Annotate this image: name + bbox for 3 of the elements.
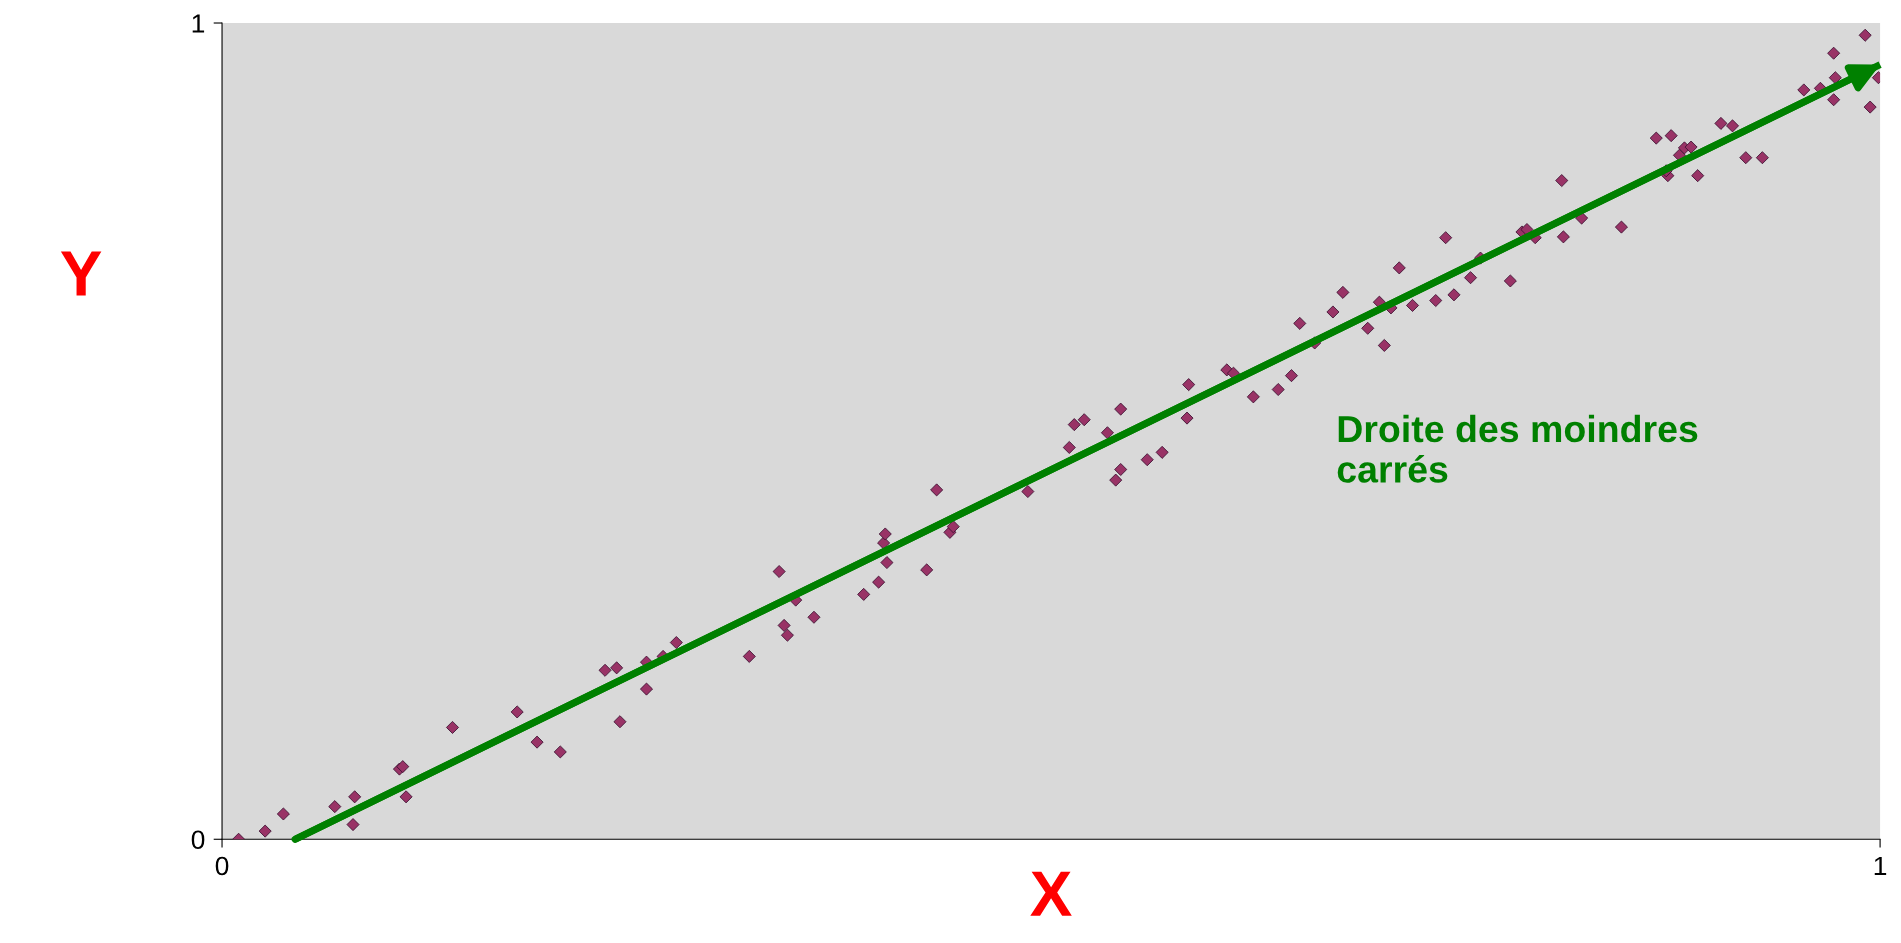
text: Droite des moindres carrés [1337,414,1698,483]
x-axis-title: X [1030,871,1072,916]
y-axis-title: Y [60,251,102,296]
